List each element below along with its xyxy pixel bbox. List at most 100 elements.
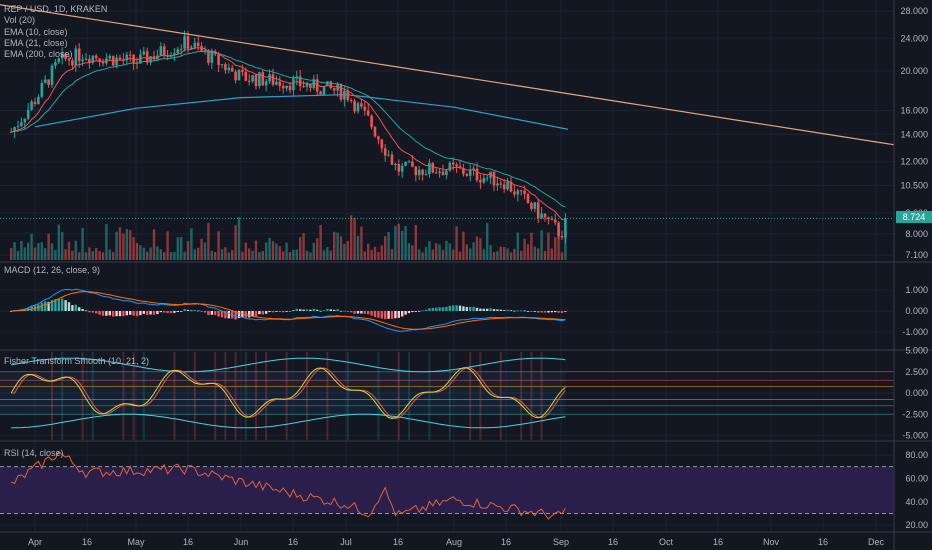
volume-bar [214,251,217,260]
macd-histogram-bar [516,310,519,312]
candle-body [315,79,319,92]
macd-histogram-bar [462,306,465,311]
candle-body [363,106,367,111]
fisher-stripe [122,352,125,440]
price-panel[interactable] [0,4,895,260]
volume-bar [421,252,424,260]
candle-body [448,162,452,171]
volume-bar [288,252,292,260]
volume-bar [346,240,349,260]
volume-bar [550,248,553,260]
candle-body [77,48,81,62]
macd-histogram-bar [496,309,499,311]
volume-bar [71,250,74,260]
macd-histogram-bar [479,308,482,311]
candle-body [366,110,370,116]
fisher-tick-label: 2.500 [905,367,928,377]
rsi-line [11,451,566,520]
volume-bar [125,228,128,260]
volume-bar [513,248,516,260]
macd-histogram-bar [353,311,356,314]
volume-bar [67,241,71,260]
macd-histogram-bar [149,311,152,315]
fisher-panel[interactable] [0,352,894,440]
volume-bar [210,250,213,260]
volume-bar [560,252,564,260]
ema21-legend[interactable]: EMA (21, close) [4,37,68,48]
volume-bar [384,236,387,260]
macd-histogram-bar [139,311,142,316]
fisher-stripe [214,352,217,440]
volume-bar [203,242,207,260]
candle-body [33,101,37,105]
volume-bar [424,246,428,260]
candle-body [227,67,231,71]
volume-bar [241,251,244,260]
candle-body [339,83,343,100]
ema10-legend[interactable]: EMA (10, close) [4,26,68,37]
candle-body [237,69,241,81]
volume-bar [363,251,366,260]
volume-bar [37,243,40,260]
macd-legend[interactable]: MACD (12, 26, close, 9) [4,265,101,275]
macd-histogram-bar [367,311,370,315]
volume-bar [16,250,20,260]
candle-body [397,164,401,172]
fisher-stripe [408,352,410,440]
fisher-stripe [51,352,53,440]
candle-body [322,86,326,95]
macd-histogram-bar [302,309,305,311]
macd-histogram-bar [125,311,128,316]
macd-histogram-bar [203,311,207,313]
candle-body [230,67,234,72]
candle-body [298,76,302,87]
macd-panel[interactable] [10,288,567,332]
macd-histogram-bar [183,309,186,311]
volume-bar [537,248,540,260]
macd-histogram-bar [135,311,139,317]
macd-histogram-bar [509,310,513,312]
candle-body [241,69,244,72]
volume-bar [78,252,81,260]
volume-legend[interactable]: Vol (20) [4,15,36,26]
rsi-panel[interactable] [0,451,894,520]
macd-histogram-bar [312,308,315,311]
macd-histogram-bar [142,311,145,314]
macd-histogram-bar [489,308,492,311]
volume-bar [220,249,224,260]
volume-bar [448,243,451,260]
volume-bar [302,233,305,260]
volume-bar [105,224,108,260]
candle-body [353,100,356,112]
grid-lines [0,0,894,532]
macd-histogram-bar [50,300,54,311]
volume-bar [163,252,166,260]
rsi-legend[interactable]: RSI (14, close) [4,448,64,458]
macd-histogram-bar [343,310,346,312]
macd-tick-label: 1.000 [905,285,928,295]
fisher-legend[interactable]: Fisher Transform Smooth (10, 21, 2) [4,356,150,366]
candle-body [159,46,163,56]
volume-bar [91,251,94,260]
ema200-legend[interactable]: EMA (200, close) [4,49,73,60]
macd-histogram-bar [530,311,533,312]
volume-bar [540,230,543,260]
volume-bar [557,229,560,260]
fisher-stripe [61,352,64,440]
macd-histogram-bar [336,309,339,311]
candle-body [26,109,30,119]
candle-body [513,191,516,195]
symbol-title[interactable]: REP / USD, 1D, KRAKEN [4,4,108,14]
volume-bar [441,250,445,260]
candle-body [451,162,455,165]
macd-histogram-bar [554,311,557,313]
candle-body [190,47,193,49]
candle-body [434,172,438,174]
fisher-stripe [255,352,257,440]
time-axis-label: Sep [553,537,569,547]
fisher-stripe [234,352,237,440]
volume-bar [139,245,142,260]
macd-histogram-bar [435,307,438,311]
volume-bar [295,249,298,260]
